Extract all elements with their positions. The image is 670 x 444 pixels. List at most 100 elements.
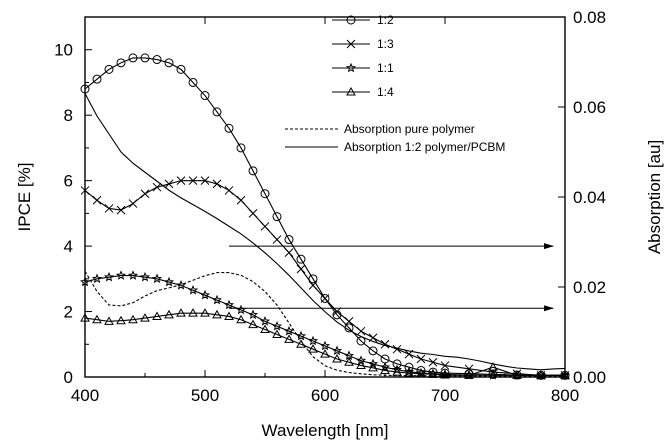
- series-absorption-pure-polymer-line: [84, 270, 565, 377]
- series-1-3-point-2: [104, 204, 114, 213]
- legend-markers: [285, 15, 370, 148]
- y-tick-label-8: 8: [64, 106, 73, 125]
- series-1-2-point-3: [116, 58, 126, 68]
- series-1-3-point-23: [356, 326, 366, 336]
- series-1-2-point-18: [296, 254, 306, 264]
- legend-marker-1-4: [346, 86, 356, 96]
- series-1-3-point-15: [260, 222, 270, 231]
- y-tick-label-0: 0: [64, 368, 73, 387]
- series-1-2-point-16: [272, 212, 282, 222]
- series-1-3-point-5: [140, 189, 150, 199]
- series-1-1-point-17: [283, 325, 295, 336]
- series-1-3-point-31: [464, 364, 474, 374]
- series-1-2-point-14: [248, 166, 258, 176]
- series-1-1-point-25: [379, 361, 391, 372]
- series-1-2-point-19: [308, 274, 318, 284]
- series-1-1-point-19: [307, 335, 319, 346]
- annotation-layer: [229, 243, 554, 312]
- series-1-3-point-6: [152, 182, 162, 192]
- series-layer: [79, 53, 571, 380]
- series-1-4-point-24: [368, 362, 378, 372]
- series-1-4-point-26: [392, 367, 402, 376]
- series-1-3-point-9: [188, 176, 198, 185]
- series-1-1-point-14: [247, 309, 259, 320]
- series-1-4-point-5: [140, 313, 150, 322]
- series-1-2-point-11: [212, 107, 222, 117]
- legend-marker-1-2: [346, 15, 356, 25]
- series-1-3-point-25: [380, 339, 390, 349]
- series-1-3-point-26: [392, 344, 402, 354]
- series-1-3-point-30: [440, 361, 450, 370]
- series-1-4-point-35: [560, 370, 570, 379]
- series-1-3-point-8: [176, 176, 186, 185]
- series-1-1-point-10: [199, 289, 211, 300]
- y-tick-label-4: 4: [64, 237, 73, 256]
- series-1-1-point-5: [139, 271, 151, 282]
- series-1-1-point-18: [295, 330, 307, 341]
- series-1-2-point-5: [140, 53, 150, 63]
- series-1-1-point-2: [103, 271, 115, 282]
- x-tick-label-600: 600: [311, 386, 339, 405]
- series-1-1-point-21: [331, 345, 343, 356]
- legend-label-absorption-pure-polymer: Absorption pure polymer: [344, 122, 475, 136]
- axes-layer: 400 500 600 700 800 0 2 4 6 8 10 0.00 0.02 0.04 0.06 0.…: [54, 8, 606, 405]
- series-1-4-point-16: [272, 329, 282, 338]
- plot-frame: [84, 16, 566, 378]
- series-1-4-point-34: [536, 370, 546, 379]
- y2-tick-label-0-04: 0.04: [573, 188, 606, 207]
- series-1-4-point-30: [440, 370, 450, 379]
- series-1-3-point-18: [296, 264, 306, 274]
- series-1-2-point-6: [152, 55, 162, 65]
- y2-tick-label-0-08: 0.08: [573, 8, 606, 27]
- series-1-3-point-22: [344, 317, 354, 326]
- series-1-3-point-16: [272, 235, 282, 244]
- series-1-1-point-6: [151, 273, 163, 284]
- series-1-4-point-19: [308, 344, 318, 353]
- series-1-4-point-2: [104, 316, 114, 325]
- legend-label-1-2: 1:2: [377, 13, 394, 27]
- series-1-4-point-4: [128, 314, 138, 324]
- x-tick-label-400: 400: [71, 386, 99, 405]
- series-1-3-point-1: [92, 195, 102, 205]
- y2-tick-label-0-00: 0.00: [573, 368, 606, 387]
- series-1-3-point-4: [128, 199, 138, 208]
- y2-axis-label: Absorption [au]: [645, 140, 664, 254]
- series-1-1-point-11: [211, 294, 223, 305]
- series-1-2-line: [84, 57, 565, 376]
- series-1-2-point-27: [404, 362, 414, 372]
- series-1-1-point-9: [187, 284, 199, 295]
- series-1-1-point-12: [223, 299, 235, 310]
- series-1-2-point-8: [176, 64, 186, 74]
- series-1-1-point-3: [115, 270, 127, 280]
- series-1-4-point-6: [152, 311, 162, 320]
- series-1-2-point-1: [92, 74, 102, 84]
- series-1-4-point-32: [488, 362, 498, 371]
- series-1-4-point-18: [296, 339, 306, 348]
- y-tick-label-10: 10: [54, 41, 73, 60]
- x-tick-label-800: 800: [551, 386, 579, 405]
- series-1-4-point-31: [464, 370, 474, 379]
- series-1-1-point-15: [259, 316, 271, 326]
- series-1-2-point-12: [224, 123, 234, 133]
- series-1-2-point-4: [128, 53, 138, 63]
- series-1-1-point-16: [271, 320, 283, 331]
- x-axis-label: Wavelength [nm]: [262, 421, 389, 440]
- series-1-1-point-28: [415, 367, 427, 378]
- y2-tick-label-0-06: 0.06: [573, 98, 606, 117]
- series-1-3-point-13: [236, 195, 246, 205]
- series-1-2-point-20: [320, 293, 330, 303]
- legend: 1:2 1:3 1:1 1:4 Absorption pure polymer …: [285, 13, 505, 154]
- series-1-2-point-15: [260, 189, 270, 199]
- y-axis-label: IPCE [%]: [15, 163, 34, 232]
- series-1-2-point-17: [284, 235, 294, 245]
- y-tick-label-6: 6: [64, 172, 73, 191]
- series-1-3-point-20: [320, 294, 330, 303]
- series-1-3-point-19: [308, 281, 318, 290]
- x-tick-label-500: 500: [191, 386, 219, 405]
- series-1-3-point-3: [116, 205, 126, 215]
- series-1-4-point-1: [92, 314, 102, 324]
- series-1-2-point-13: [236, 143, 246, 153]
- series-1-3-point-10: [200, 176, 210, 185]
- series-1-4-point-9: [188, 308, 198, 317]
- series-1-2-point-9: [188, 77, 198, 87]
